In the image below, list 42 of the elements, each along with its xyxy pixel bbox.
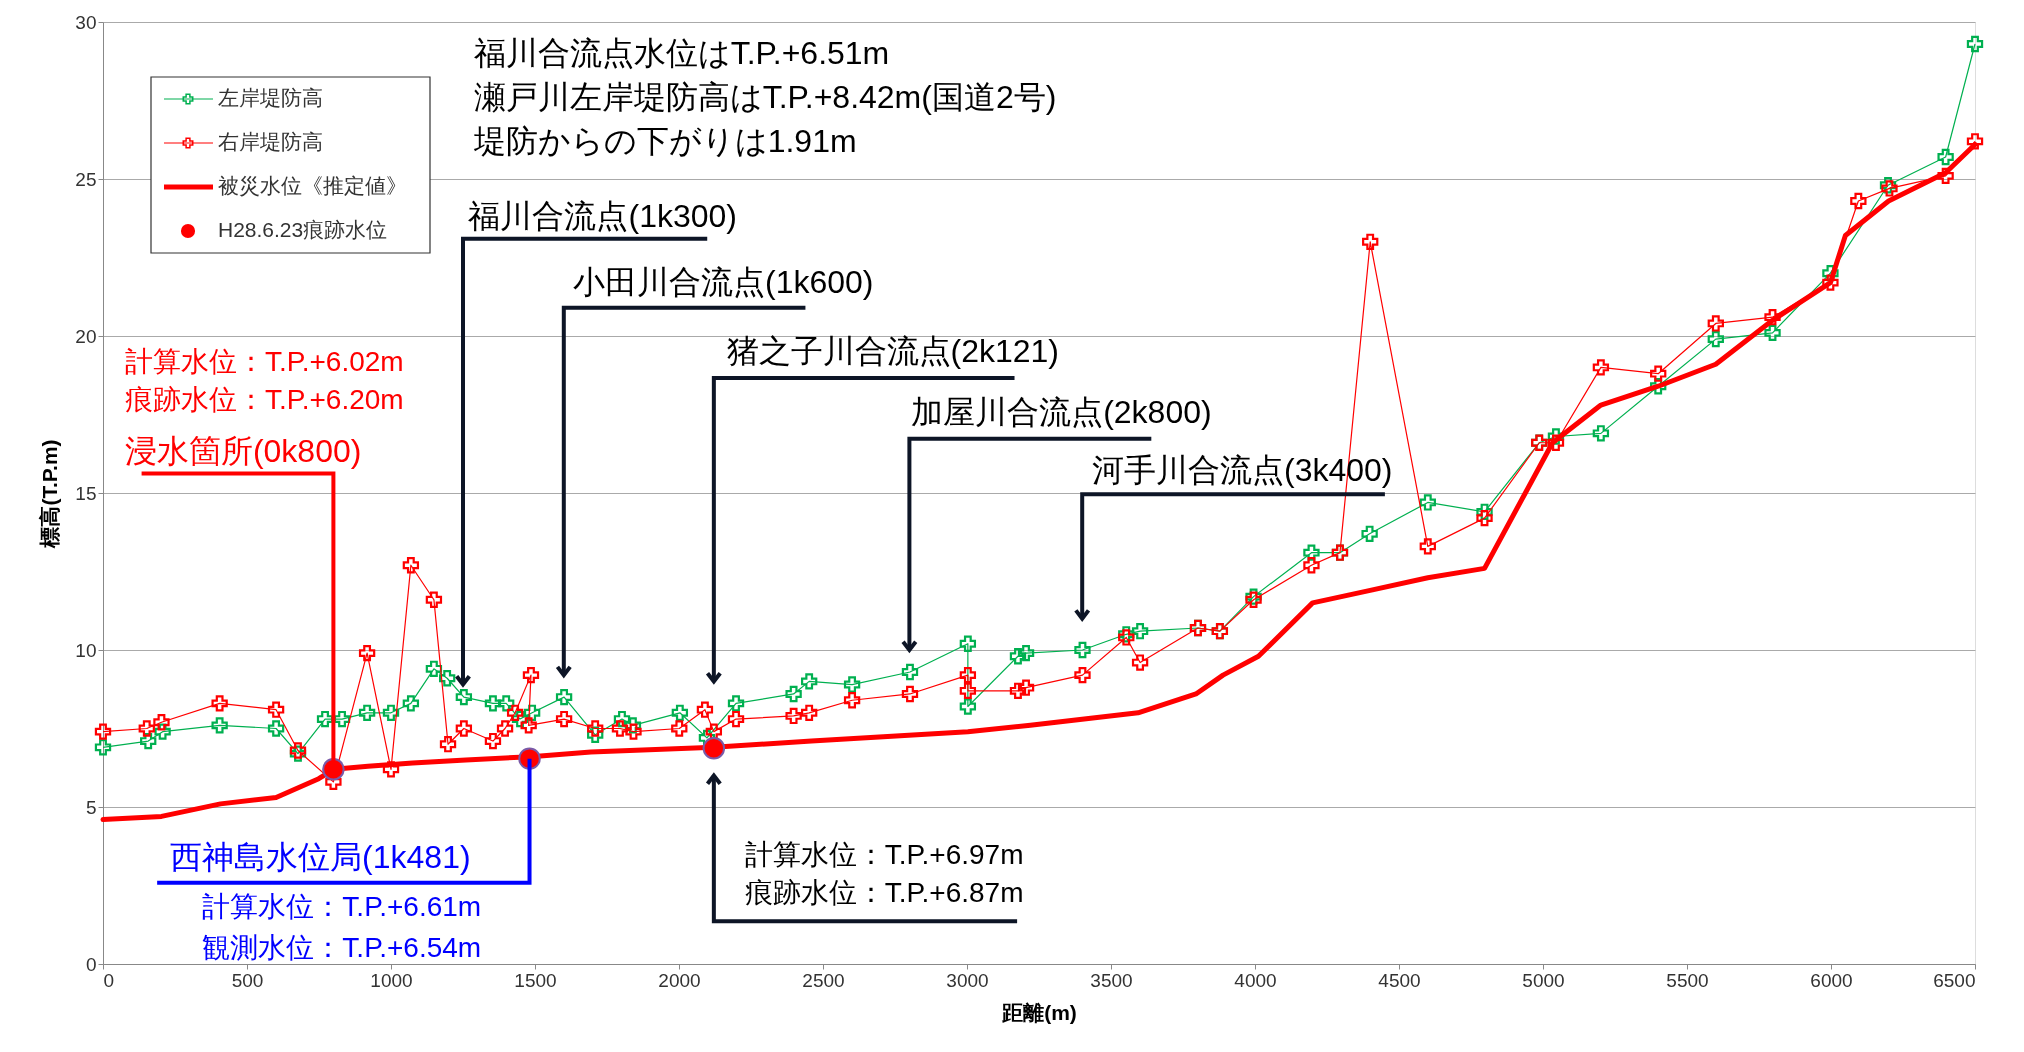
- y-tick-label: 10: [75, 639, 97, 661]
- y-tick-label: 15: [75, 482, 97, 504]
- legend-label: 右岸堤防高: [218, 130, 323, 153]
- x-tick-label: 2000: [658, 969, 701, 991]
- x-tick-label: 4500: [1378, 969, 1421, 991]
- y-tick-label: 0: [85, 953, 97, 975]
- x-tick-label: 1000: [370, 969, 413, 991]
- annotation: 計算水位：T.P.+6.97m: [744, 838, 1024, 870]
- x-tick-label: 2500: [802, 969, 845, 991]
- annotation: 小田川合流点(1k600): [573, 263, 874, 300]
- annotation: 堤防からの下がりは1.91m: [472, 123, 857, 160]
- annotation: 観測水位：T.P.+6.54m: [202, 931, 482, 963]
- annotation: 計算水位：T.P.+6.02m: [124, 345, 404, 377]
- x-tick-label: 5000: [1522, 969, 1565, 991]
- x-tick-label: 0: [103, 969, 115, 991]
- annotation: 瀬戸川左岸堤防高はT.P.+8.42m(国道2号): [473, 79, 1057, 116]
- x-tick-label: 1500: [514, 969, 557, 991]
- y-tick-label: 30: [75, 11, 97, 33]
- annotation: 猪之子川合流点(2k121): [726, 332, 1060, 369]
- annotation: 計算水位：T.P.+6.61m: [202, 891, 482, 923]
- y-tick-label: 5: [85, 796, 97, 818]
- annotation: 福川合流点水位はT.P.+6.51m: [473, 35, 890, 72]
- x-tick-label: 4000: [1234, 969, 1277, 991]
- annotation: 加屋川合流点(2k800): [911, 393, 1212, 430]
- y-tick-label: 25: [75, 168, 97, 190]
- annotation: 痕跡水位：T.P.+6.20m: [124, 384, 404, 416]
- annotation: 西神島水位局(1k481): [170, 839, 471, 876]
- x-tick-label: 5500: [1666, 969, 1709, 991]
- x-axis-title: 距離(m): [1001, 1000, 1077, 1024]
- legend-label: H28.6.23痕跡水位: [218, 218, 388, 241]
- legend-label: 左岸堤防高: [218, 86, 323, 109]
- x-tick-label: 3500: [1090, 969, 1133, 991]
- x-tick-label: 500: [231, 969, 264, 991]
- annotation: 福川合流点(1k300): [468, 197, 737, 234]
- x-tick-label: 6500: [1933, 969, 1976, 991]
- annotation: 痕跡水位：T.P.+6.87m: [744, 877, 1024, 909]
- y-axis-title: 標高(T.P.m): [38, 439, 62, 549]
- annotation: 浸水箇所(0k800): [124, 433, 362, 470]
- legend-label: 被災水位《推定値》: [218, 174, 407, 197]
- x-tick-label: 6000: [1810, 969, 1853, 991]
- x-tick-label: 3000: [946, 969, 989, 991]
- y-tick-label: 20: [75, 325, 97, 347]
